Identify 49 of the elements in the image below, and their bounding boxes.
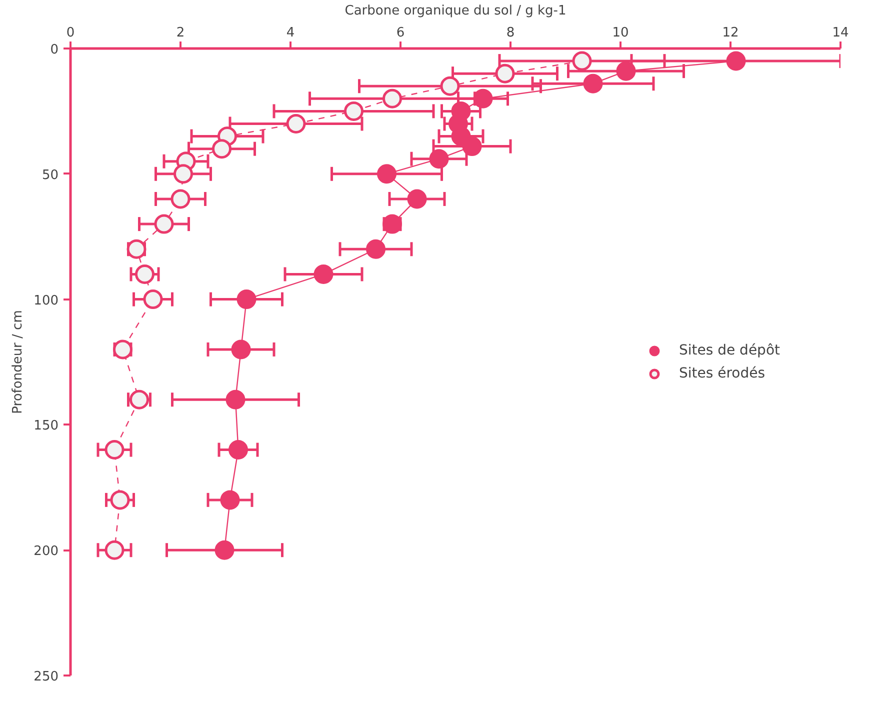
x-tick-label: 14 xyxy=(832,26,849,40)
point xyxy=(154,214,174,234)
point xyxy=(231,340,251,360)
x-tick-label: 10 xyxy=(612,26,629,40)
point xyxy=(462,136,482,156)
point xyxy=(110,490,130,510)
y-axis-title: Profondeur / cm xyxy=(10,310,26,414)
point xyxy=(314,264,334,284)
y-tick-label: 200 xyxy=(34,544,59,560)
point xyxy=(440,76,460,96)
point xyxy=(236,290,256,310)
point xyxy=(616,61,636,81)
x-tick-label: 4 xyxy=(286,26,295,40)
y-tick-label: 100 xyxy=(34,293,59,308)
y-tick-label: 50 xyxy=(42,168,59,183)
point xyxy=(473,88,493,108)
point xyxy=(382,88,402,108)
point xyxy=(377,164,396,184)
point xyxy=(135,264,154,284)
point xyxy=(572,51,592,71)
legend-label: Sites érodés xyxy=(678,365,766,381)
point xyxy=(212,139,232,159)
point xyxy=(174,164,193,184)
x-tick-label: 12 xyxy=(722,26,739,40)
y-tick-label: 0 xyxy=(50,42,59,58)
point xyxy=(429,149,449,169)
y-tick-label: 250 xyxy=(34,670,59,684)
point xyxy=(228,440,248,460)
x-tick-label: 8 xyxy=(506,26,515,40)
x-tick-label: 2 xyxy=(176,26,185,40)
x-tick-label: 0 xyxy=(66,26,75,40)
legend-label: Sites de dépôt xyxy=(678,342,780,358)
point xyxy=(583,74,603,94)
point xyxy=(214,540,234,560)
point xyxy=(366,239,386,259)
point xyxy=(143,290,163,310)
point xyxy=(286,114,306,134)
point xyxy=(104,540,124,560)
point xyxy=(344,101,364,121)
point xyxy=(726,51,746,71)
point xyxy=(104,440,124,460)
point xyxy=(407,189,427,209)
point xyxy=(495,64,515,84)
x-tick-label: 6 xyxy=(396,26,405,40)
point xyxy=(220,490,240,510)
point xyxy=(226,390,246,410)
point xyxy=(170,189,190,209)
y-tick-label: 150 xyxy=(34,418,59,434)
x-axis-title: Carbone organique du sol / g kg-1 xyxy=(344,4,566,18)
